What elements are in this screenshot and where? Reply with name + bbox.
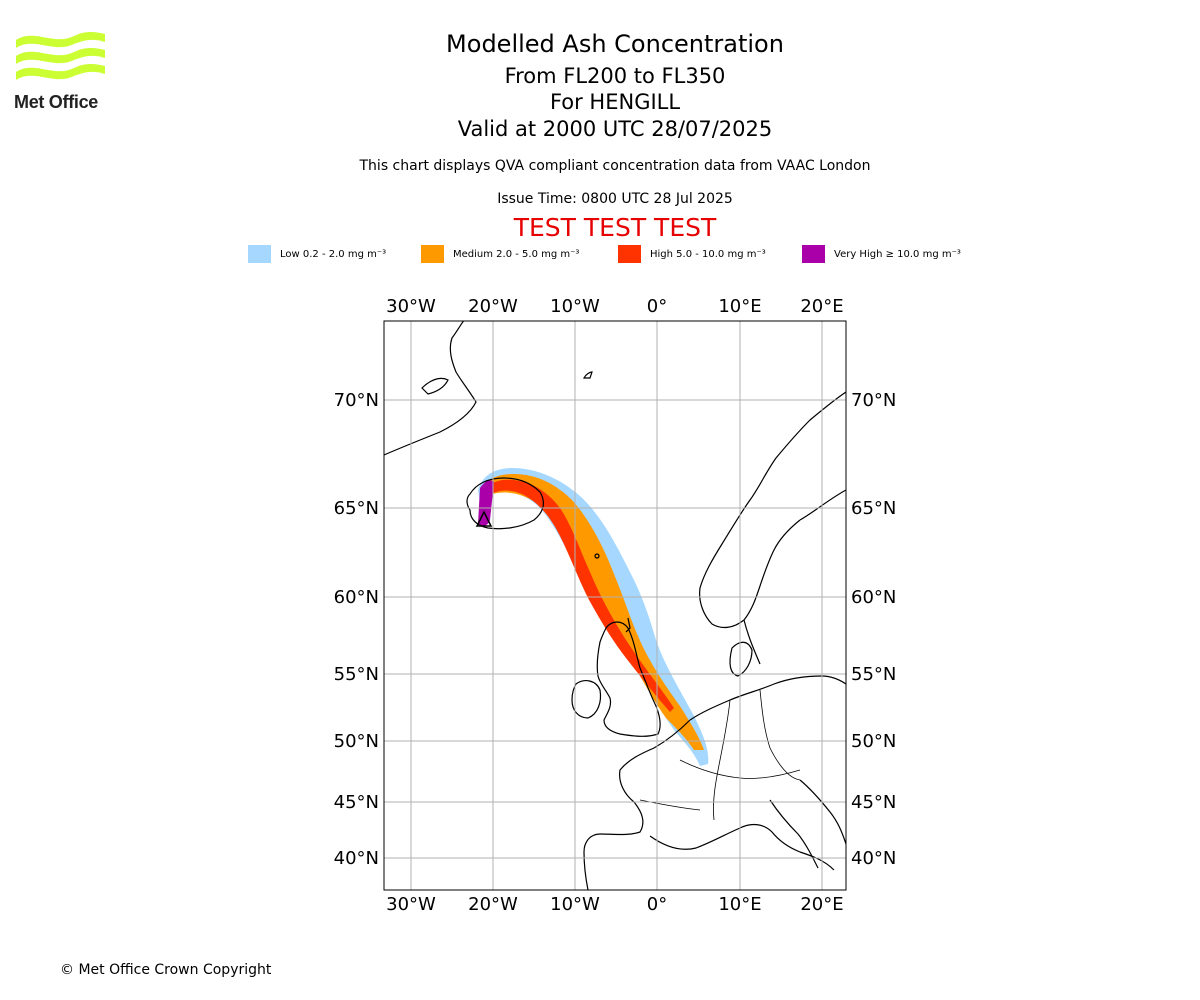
lat-label: 50°N: [334, 731, 379, 752]
copyright-notice: © Met Office Crown Copyright: [60, 962, 272, 978]
lat-label: 55°N: [851, 664, 896, 685]
lon-label: 30°W: [386, 296, 436, 317]
lat-label: 40°N: [851, 848, 896, 869]
lat-label: 70°N: [851, 390, 896, 411]
lat-label: 45°N: [851, 792, 896, 813]
lat-label: 55°N: [334, 664, 379, 685]
legend-item-very-high: Very High ≥ 10.0 mg m⁻³: [802, 244, 961, 264]
test-banner: TEST TEST TEST: [513, 213, 717, 242]
lon-labels-top: 30°W 20°W 10°W 0° 10°E 20°E: [386, 296, 843, 317]
ash-high-region: [482, 479, 674, 712]
lat-label: 60°N: [334, 587, 379, 608]
lon-labels-bottom: 30°W 20°W 10°W 0° 10°E 20°E: [386, 894, 843, 915]
legend-label-low: Low 0.2 - 2.0 mg m⁻³: [280, 248, 387, 260]
lon-label: 20°E: [800, 894, 843, 915]
legend-item-low: Low 0.2 - 2.0 mg m⁻³: [248, 244, 386, 264]
lon-label: 0°: [647, 894, 667, 915]
map-frame: [383, 320, 847, 891]
legend-item-medium: Medium 2.0 - 5.0 mg m⁻³: [421, 244, 579, 264]
lat-labels-left: 70°N 65°N 60°N 55°N 50°N 45°N 40°N: [334, 390, 379, 869]
volcano-name: For HENGILL: [549, 90, 681, 114]
lon-label: 10°W: [550, 296, 600, 317]
lon-label: 10°E: [718, 894, 761, 915]
volcano-marker-icon: [475, 510, 493, 527]
qva-note: This chart displays QVA compliant concen…: [359, 158, 871, 174]
lon-label: 30°W: [386, 894, 436, 915]
lat-label: 65°N: [334, 498, 379, 519]
lon-label: 20°E: [800, 296, 843, 317]
lon-label: 0°: [647, 296, 667, 317]
lat-label: 45°N: [334, 792, 379, 813]
flight-levels: From FL200 to FL350: [504, 64, 726, 88]
legend-label-high: High 5.0 - 10.0 mg m⁻³: [650, 248, 766, 260]
lon-label: 10°E: [718, 296, 761, 317]
legend-label-very-high: Very High ≥ 10.0 mg m⁻³: [834, 248, 961, 260]
lat-label: 50°N: [851, 731, 896, 752]
legend-item-high: High 5.0 - 10.0 mg m⁻³: [618, 244, 766, 264]
chart-title: Modelled Ash Concentration: [446, 30, 784, 58]
lon-label: 20°W: [468, 894, 518, 915]
lat-label: 65°N: [851, 498, 896, 519]
gridlines: [384, 321, 846, 890]
lat-label: 40°N: [334, 848, 379, 869]
lat-label: 70°N: [334, 390, 379, 411]
legend-swatch-low: [248, 245, 271, 263]
logo-wordmark: Met Office: [14, 92, 99, 112]
legend-swatch-very-high: [802, 245, 825, 263]
legend-swatch-high: [618, 245, 641, 263]
lon-label: 20°W: [468, 296, 518, 317]
legend-swatch-medium: [421, 245, 444, 263]
lat-labels-right: 70°N 65°N 60°N 55°N 50°N 45°N 40°N: [851, 390, 896, 869]
issue-time: Issue Time: 0800 UTC 28 Jul 2025: [497, 191, 733, 207]
lat-label: 60°N: [851, 587, 896, 608]
legend-label-medium: Medium 2.0 - 5.0 mg m⁻³: [453, 248, 580, 260]
lon-label: 10°W: [550, 894, 600, 915]
met-office-logo: [16, 32, 105, 80]
coastlines: [384, 321, 846, 890]
valid-time: Valid at 2000 UTC 28/07/2025: [457, 117, 773, 141]
